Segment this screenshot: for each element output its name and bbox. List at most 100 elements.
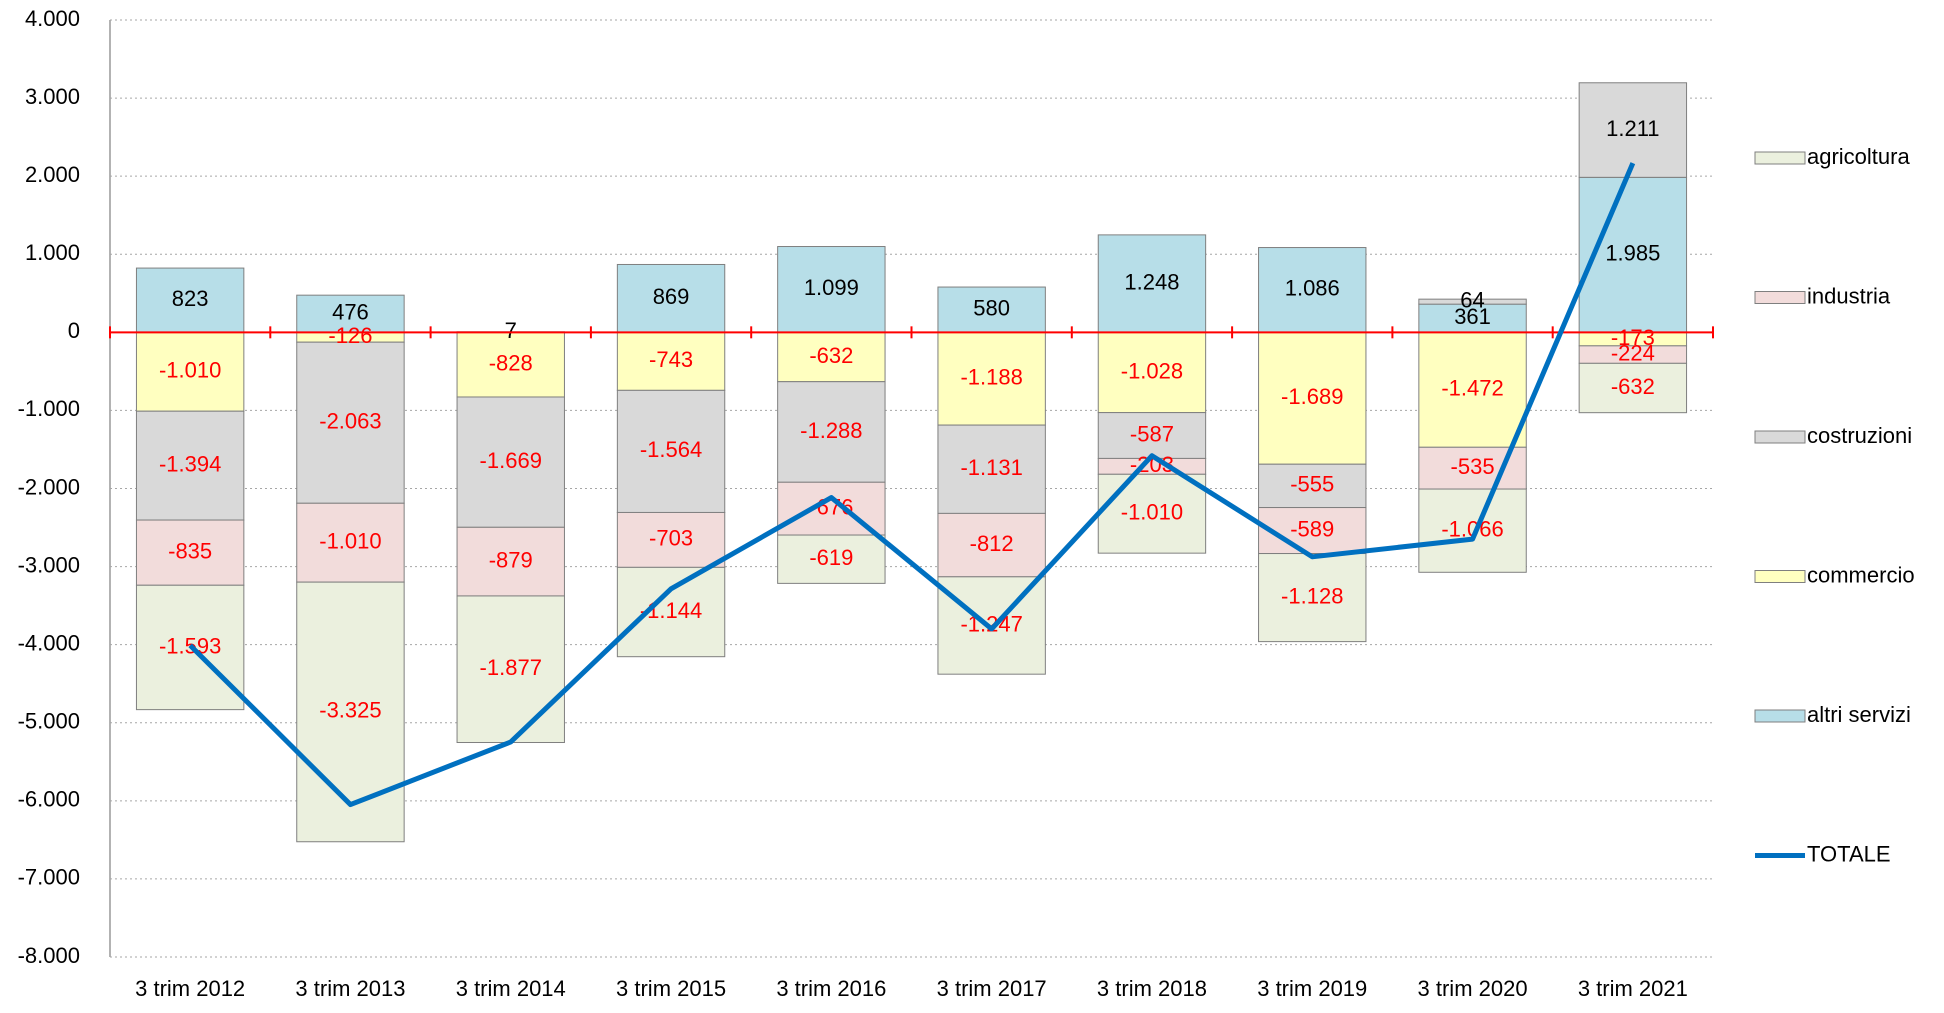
- y-tick-label: 2.000: [25, 162, 80, 187]
- bar-segment: [456, 595, 565, 744]
- legend-swatch: [1754, 709, 1806, 723]
- x-tick-label: 3 trim 2015: [616, 976, 726, 1001]
- data-label: -1.472: [1441, 376, 1503, 401]
- bar-segment: [1258, 553, 1367, 643]
- data-label: -1.288: [800, 418, 862, 443]
- bar-segment: [616, 511, 726, 568]
- legend-label: altri servizi: [1807, 702, 1911, 727]
- y-tick-label: -6.000: [18, 787, 80, 812]
- data-label: -1.131: [960, 455, 1022, 480]
- bar-segment: [1097, 331, 1207, 414]
- data-label: -1.394: [159, 451, 221, 476]
- bar-segment: [1097, 412, 1207, 459]
- x-tick-label: 3 trim 2014: [456, 976, 566, 1001]
- bar-segment: [135, 410, 245, 521]
- data-label: -743: [649, 347, 693, 372]
- data-label: -1.877: [480, 655, 542, 680]
- y-tick-label: -8.000: [18, 943, 80, 968]
- bar-segment: [1418, 298, 1527, 305]
- data-label: 476: [332, 300, 369, 325]
- data-label: -589: [1290, 516, 1334, 541]
- bar-segment: [1097, 473, 1207, 554]
- legend-swatch: [1754, 570, 1806, 583]
- data-label: -1.010: [319, 529, 381, 554]
- legend-swatch: [1754, 430, 1806, 444]
- x-tick-label: 3 trim 2021: [1578, 976, 1688, 1001]
- data-label: 64: [1460, 287, 1484, 312]
- data-label: -619: [809, 545, 853, 570]
- y-tick-label: -2.000: [18, 474, 80, 499]
- data-label: 823: [172, 286, 209, 311]
- bar-segment: [616, 389, 726, 513]
- y-tick-label: 4.000: [25, 6, 80, 31]
- legend-swatch: [1754, 291, 1806, 304]
- data-label: -1.028: [1121, 358, 1183, 383]
- x-tick-label: 3 trim 2016: [776, 976, 886, 1001]
- data-label: -535: [1451, 454, 1495, 479]
- bar-segment: [456, 331, 565, 398]
- x-tick-label: 3 trim 2012: [135, 976, 245, 1001]
- bar-segment: [616, 566, 726, 658]
- data-label: 580: [973, 296, 1010, 321]
- legend-label: TOTALE: [1807, 841, 1891, 866]
- data-label: -1.247: [960, 611, 1022, 636]
- bar-segment: [616, 263, 726, 333]
- data-label: -1.564: [640, 437, 702, 462]
- data-label: 869: [653, 284, 690, 309]
- bar-segment: [135, 331, 245, 412]
- x-tick-label: 3 trim 2019: [1257, 976, 1367, 1001]
- line: [188, 162, 1636, 808]
- bar-segment: [456, 396, 565, 528]
- legend-label: costruzioni: [1807, 423, 1912, 448]
- data-label: -3.325: [319, 698, 381, 723]
- data-label: 7: [505, 318, 517, 343]
- bar-segment: [296, 581, 405, 843]
- bar-segment: [1418, 303, 1527, 333]
- data-label: -1.010: [1121, 500, 1183, 525]
- bar-segment: [937, 331, 1046, 426]
- data-label: 361: [1454, 304, 1491, 329]
- data-label: -703: [649, 526, 693, 551]
- x-tick-label: 3 trim 2017: [937, 976, 1047, 1001]
- bar-segment: [296, 341, 405, 504]
- y-tick-label: -1.000: [18, 396, 80, 421]
- y-tick-label: -3.000: [18, 552, 80, 577]
- bar-segment: [777, 381, 886, 483]
- legend-label: commercio: [1807, 562, 1915, 587]
- data-label: -632: [809, 343, 853, 368]
- data-label: -2.063: [319, 409, 381, 434]
- bar-segment: [1578, 82, 1688, 178]
- data-label: -126: [328, 323, 372, 348]
- bar-segment: [1258, 463, 1367, 509]
- data-label: -224: [1611, 340, 1655, 365]
- data-label: -879: [489, 547, 533, 572]
- data-label: -1.010: [159, 358, 221, 383]
- data-label: -173: [1611, 325, 1655, 350]
- x-tick-label: 3 trim 2018: [1097, 976, 1207, 1001]
- data-label: -632: [1611, 374, 1655, 399]
- data-label: -1.188: [960, 365, 1022, 390]
- y-tick-label: 3.000: [25, 84, 80, 109]
- data-label: -835: [168, 538, 212, 563]
- data-label: -555: [1290, 472, 1334, 497]
- data-label: 1.211: [1606, 116, 1659, 141]
- bar-segment: [1578, 362, 1688, 414]
- data-label: -1.669: [480, 448, 542, 473]
- y-tick-label: -4.000: [18, 630, 80, 655]
- bar-segment: [937, 286, 1046, 333]
- data-label: -587: [1130, 421, 1174, 446]
- bar-segment: [777, 246, 886, 333]
- y-tick-label: 1.000: [25, 240, 80, 265]
- bar-segment: [456, 526, 565, 597]
- x-tick-label: 3 trim 2020: [1418, 976, 1528, 1001]
- bar-segment: [937, 424, 1046, 514]
- bar-segment: [1418, 488, 1527, 573]
- y-tick-label: -5.000: [18, 709, 80, 734]
- bar-segment: [135, 519, 245, 586]
- bar-segment: [1097, 234, 1207, 333]
- y-tick-label: 0: [68, 318, 80, 343]
- bar-segment: [777, 534, 886, 584]
- data-label: -1.689: [1281, 384, 1343, 409]
